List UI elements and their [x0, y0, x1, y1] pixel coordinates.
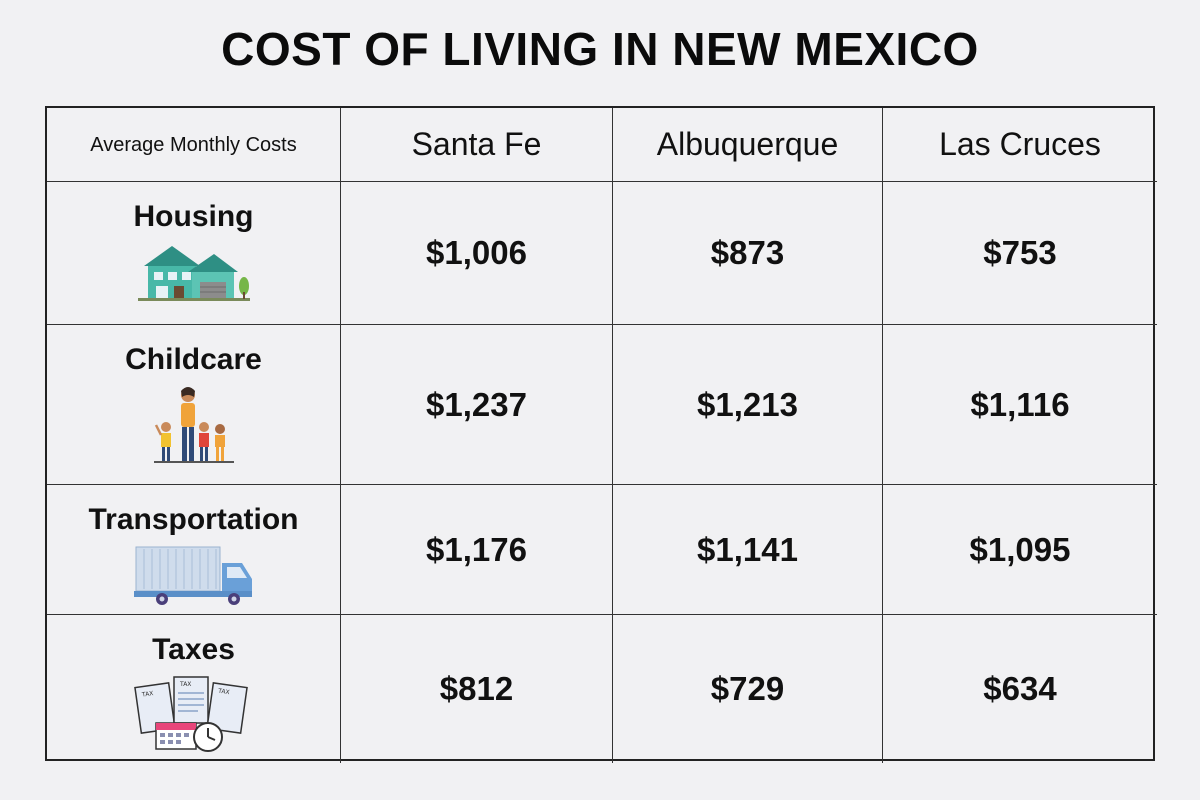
value-taxes-santa-fe: $812: [341, 615, 613, 763]
svg-text:TAX: TAX: [216, 688, 229, 697]
value-transportation-albuquerque: $1,141: [613, 485, 883, 615]
value-taxes-albuquerque: $729: [613, 615, 883, 763]
row-header-housing: Housing: [47, 182, 341, 325]
tax-forms-icon: TAX TAX TAX: [133, 676, 248, 752]
row-header-taxes: Taxes TAX TAX TAX: [47, 615, 341, 763]
value-taxes-las-cruces: $634: [983, 670, 1057, 707]
category-label: Housing: [133, 200, 254, 233]
category-label: Taxes: [152, 633, 235, 666]
row-header-transportation: Transportation: [47, 485, 341, 615]
value-housing-las-cruces: $753: [883, 182, 1157, 325]
value-childcare-santa-fe: $1,237: [341, 325, 613, 485]
column-header-santa-fe: Santa Fe: [341, 108, 613, 182]
house-icon: [137, 246, 250, 301]
column-header-albuquerque: Albuquerque: [613, 108, 883, 182]
row-header-childcare: Childcare: [47, 325, 341, 485]
value-childcare-albuquerque: $1,213: [613, 325, 883, 485]
cost-table: Average Monthly Costs Santa Fe Albuquerq…: [45, 106, 1157, 763]
value-transportation-santa-fe: $1,176: [341, 485, 613, 615]
category-label: Childcare: [125, 343, 262, 376]
page-title: COST OF LIVING IN NEW MEXICO: [221, 23, 979, 75]
value-transportation-las-cruces: $1,095: [883, 485, 1157, 615]
value-housing-santa-fe: $1,006: [341, 182, 613, 325]
corner-header: Average Monthly Costs: [47, 108, 341, 182]
family-icon: [153, 387, 234, 463]
svg-text:TAX: TAX: [179, 681, 191, 688]
svg-text:TAX: TAX: [140, 690, 153, 699]
value-childcare-las-cruces: $1,116: [883, 325, 1157, 485]
value-housing-albuquerque: $873: [613, 182, 883, 325]
category-label: Transportation: [88, 503, 299, 536]
truck-icon: [133, 546, 252, 605]
column-header-las-cruces: Las Cruces: [883, 108, 1157, 182]
